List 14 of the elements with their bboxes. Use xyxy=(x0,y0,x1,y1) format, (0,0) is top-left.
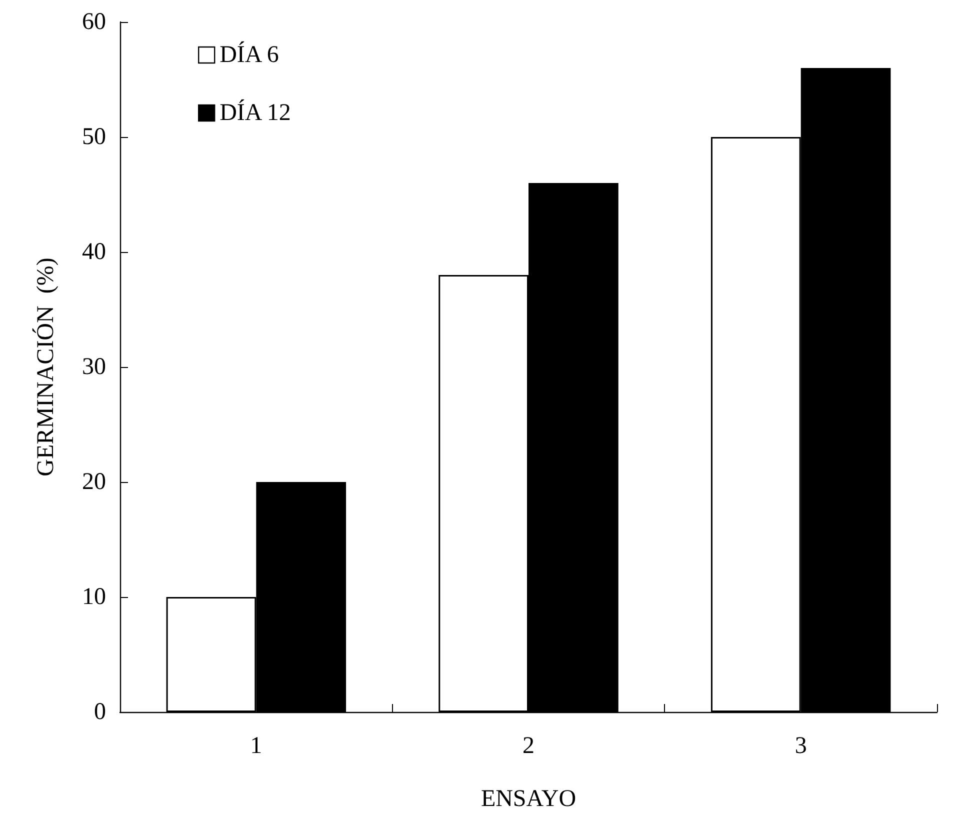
x-tick-label: 1 xyxy=(250,733,262,759)
y-tick-label: 10 xyxy=(82,584,106,610)
x-axis-title: ENSAYO xyxy=(480,786,576,812)
legend-label: DÍA 12 xyxy=(220,99,291,126)
y-tick-label: 20 xyxy=(82,469,106,495)
y-tick-label: 0 xyxy=(94,699,106,725)
y-tick-label: 40 xyxy=(82,239,106,265)
y-tick-label: 50 xyxy=(82,124,106,150)
x-tick-label: 3 xyxy=(794,733,807,759)
x-tick-label: 2 xyxy=(522,733,534,759)
y-tick-label: 60 xyxy=(82,9,106,35)
y-axis-title: GERMINACIÓN (%) xyxy=(32,258,59,476)
legend-label: DÍA 6 xyxy=(220,41,279,68)
y-tick-label: 30 xyxy=(82,354,106,380)
